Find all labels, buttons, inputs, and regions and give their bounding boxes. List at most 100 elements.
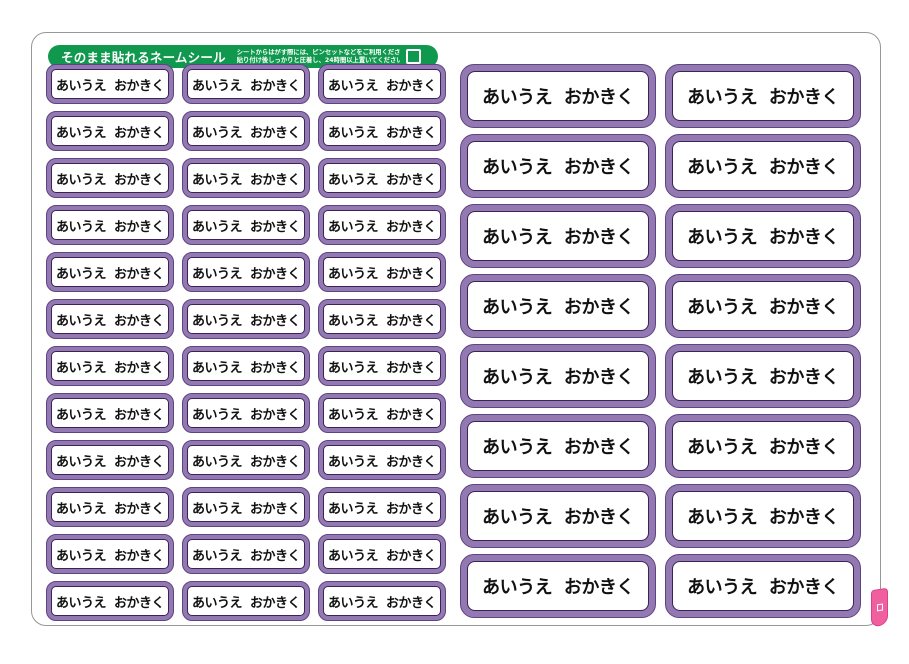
name-sticker-small[interactable]: あいうえ おかきく: [318, 440, 446, 480]
sticker-inner: あいうえ おかきく: [323, 210, 441, 240]
name-sticker-small[interactable]: あいうえ おかきく: [182, 252, 310, 292]
sticker-inner: あいうえ おかきく: [51, 116, 169, 146]
sticker-label: あいうえ おかきく: [482, 507, 634, 528]
sticker-label: あいうえ おかきく: [482, 367, 634, 388]
name-sticker-small[interactable]: あいうえ おかきく: [318, 534, 446, 574]
sticker-label: あいうえ おかきく: [687, 367, 839, 388]
sticker-label: あいうえ おかきく: [327, 78, 437, 94]
name-sticker-large[interactable]: あいうえ おかきく: [665, 484, 861, 548]
name-sticker-small[interactable]: あいうえ おかきく: [46, 393, 174, 433]
sticker-label: あいうえ おかきく: [55, 454, 165, 470]
name-sticker-small[interactable]: あいうえ おかきく: [46, 487, 174, 527]
name-sticker-small[interactable]: あいうえ おかきく: [318, 158, 446, 198]
sticker-label: あいうえ おかきく: [482, 87, 634, 108]
sticker-label: あいうえ おかきく: [327, 266, 437, 282]
name-sticker-small[interactable]: あいうえ おかきく: [46, 299, 174, 339]
banner-title: そのまま貼れるネームシール: [61, 50, 226, 65]
name-sticker-small[interactable]: あいうえ おかきく: [318, 299, 446, 339]
name-sticker-large[interactable]: あいうえ おかきく: [665, 64, 861, 128]
sticker-inner: あいうえ おかきく: [467, 281, 649, 331]
sticker-inner: あいうえ おかきく: [672, 211, 854, 261]
peel-tab-square-icon: [876, 603, 883, 612]
name-sticker-large[interactable]: あいうえ おかきく: [460, 274, 656, 338]
name-sticker-large[interactable]: あいうえ おかきく: [460, 64, 656, 128]
sticker-label: あいうえ おかきく: [55, 172, 165, 188]
name-sticker-large[interactable]: あいうえ おかきく: [665, 344, 861, 408]
name-sticker-small[interactable]: あいうえ おかきく: [182, 205, 310, 245]
name-sticker-small[interactable]: あいうえ おかきく: [318, 252, 446, 292]
name-sticker-small[interactable]: あいうえ おかきく: [46, 64, 174, 104]
sticker-inner: あいうえ おかきく: [187, 257, 305, 287]
sticker-inner: あいうえ おかきく: [187, 69, 305, 99]
name-sticker-small[interactable]: あいうえ おかきく: [46, 534, 174, 574]
sticker-inner: あいうえ おかきく: [467, 351, 649, 401]
name-sticker-small[interactable]: あいうえ おかきく: [182, 346, 310, 386]
sticker-inner: あいうえ おかきく: [187, 304, 305, 334]
sticker-label: あいうえ おかきく: [327, 454, 437, 470]
name-sticker-large[interactable]: あいうえ おかきく: [460, 204, 656, 268]
sticker-inner: あいうえ おかきく: [323, 351, 441, 381]
name-sticker-large[interactable]: あいうえ おかきく: [665, 554, 861, 618]
name-sticker-large[interactable]: あいうえ おかきく: [460, 554, 656, 618]
name-sticker-large[interactable]: あいうえ おかきく: [460, 344, 656, 408]
name-sticker-small[interactable]: あいうえ おかきく: [46, 346, 174, 386]
instruction-banner: そのまま貼れるネームシール シートからはがす際には、ピンセットなどをご利用くださ…: [48, 45, 438, 68]
sticker-inner: あいうえ おかきく: [187, 586, 305, 616]
name-sticker-small[interactable]: あいうえ おかきく: [182, 111, 310, 151]
sticker-inner: あいうえ おかきく: [51, 492, 169, 522]
sticker-inner: あいうえ おかきく: [323, 116, 441, 146]
peel-tab[interactable]: [871, 587, 888, 628]
name-sticker-small[interactable]: あいうえ おかきく: [182, 487, 310, 527]
sticker-label: あいうえ おかきく: [327, 360, 437, 376]
name-sticker-small[interactable]: あいうえ おかきく: [318, 346, 446, 386]
name-sticker-small[interactable]: あいうえ おかきく: [46, 581, 174, 621]
name-sticker-small[interactable]: あいうえ おかきく: [318, 487, 446, 527]
sticker-label: あいうえ おかきく: [191, 219, 301, 235]
name-sticker-small[interactable]: あいうえ おかきく: [318, 111, 446, 151]
name-sticker-large[interactable]: あいうえ おかきく: [665, 414, 861, 478]
name-sticker-small[interactable]: あいうえ おかきく: [46, 205, 174, 245]
sticker-label: あいうえ おかきく: [482, 297, 634, 318]
sticker-label: あいうえ おかきく: [191, 595, 301, 611]
sticker-label: あいうえ おかきく: [191, 548, 301, 564]
name-sticker-small[interactable]: あいうえ おかきく: [318, 205, 446, 245]
name-sticker-large[interactable]: あいうえ おかきく: [665, 274, 861, 338]
name-sticker-small[interactable]: あいうえ おかきく: [46, 440, 174, 480]
sticker-inner: あいうえ おかきく: [187, 492, 305, 522]
name-sticker-small[interactable]: あいうえ おかきく: [182, 581, 310, 621]
sticker-inner: あいうえ おかきく: [187, 398, 305, 428]
name-sticker-large[interactable]: あいうえ おかきく: [460, 484, 656, 548]
name-sticker-small[interactable]: あいうえ おかきく: [46, 252, 174, 292]
name-sticker-small[interactable]: あいうえ おかきく: [46, 158, 174, 198]
name-sticker-small[interactable]: あいうえ おかきく: [318, 393, 446, 433]
banner-square-mark: [406, 49, 421, 64]
sticker-label: あいうえ おかきく: [55, 501, 165, 517]
name-sticker-small[interactable]: あいうえ おかきく: [182, 299, 310, 339]
sticker-inner: あいうえ おかきく: [467, 211, 649, 261]
sticker-inner: あいうえ おかきく: [187, 116, 305, 146]
sticker-label: あいうえ おかきく: [191, 313, 301, 329]
sticker-inner: あいうえ おかきく: [51, 586, 169, 616]
name-sticker-large[interactable]: あいうえ おかきく: [460, 134, 656, 198]
name-sticker-large[interactable]: あいうえ おかきく: [665, 204, 861, 268]
name-sticker-small[interactable]: あいうえ おかきく: [182, 64, 310, 104]
sticker-label: あいうえ おかきく: [327, 548, 437, 564]
sticker-label: あいうえ おかきく: [191, 125, 301, 141]
name-sticker-large[interactable]: あいうえ おかきく: [460, 414, 656, 478]
sticker-inner: あいうえ おかきく: [51, 163, 169, 193]
name-sticker-small[interactable]: あいうえ おかきく: [182, 534, 310, 574]
name-sticker-large[interactable]: あいうえ おかきく: [665, 134, 861, 198]
sticker-label: あいうえ おかきく: [482, 577, 634, 598]
name-sticker-small[interactable]: あいうえ おかきく: [318, 581, 446, 621]
sticker-inner: あいうえ おかきく: [323, 304, 441, 334]
name-sticker-small[interactable]: あいうえ おかきく: [182, 393, 310, 433]
sticker-label: あいうえ おかきく: [687, 577, 839, 598]
name-sticker-small[interactable]: あいうえ おかきく: [318, 64, 446, 104]
sticker-inner: あいうえ おかきく: [467, 71, 649, 121]
name-sticker-small[interactable]: あいうえ おかきく: [182, 440, 310, 480]
sticker-inner: あいうえ おかきく: [467, 491, 649, 541]
name-sticker-small[interactable]: あいうえ おかきく: [182, 158, 310, 198]
name-sticker-small[interactable]: あいうえ おかきく: [46, 111, 174, 151]
sticker-label: あいうえ おかきく: [327, 219, 437, 235]
